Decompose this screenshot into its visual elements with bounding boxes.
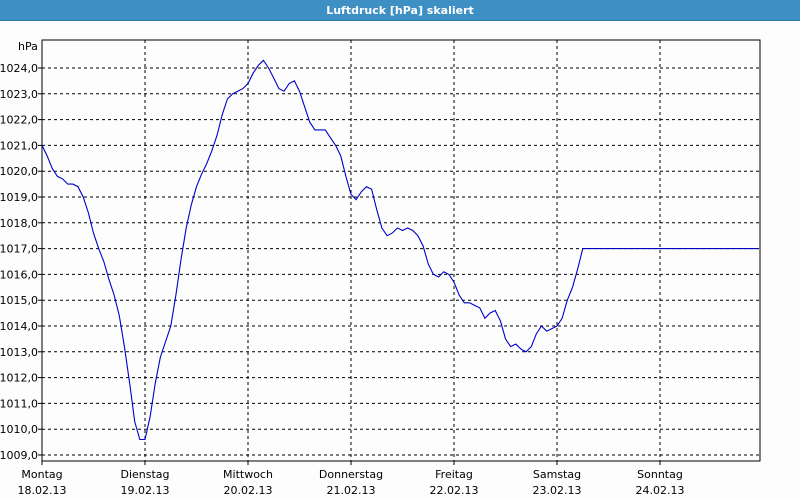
- x-tick-weekday: Samstag: [533, 468, 581, 481]
- y-tick-label: 1020,0: [0, 165, 38, 178]
- y-tick-label: 1022,0: [0, 114, 38, 127]
- x-tick-weekday: Freitag: [435, 468, 473, 481]
- y-tick-labels: 1009,0 1010,0 1011,0 1012,0 1013,0 1014,0 1015…: [0, 62, 38, 462]
- pressure-chart: 1009,0 1010,0 1011,0 1012,0 1013,0 1014,0 1015…: [0, 39, 761, 497]
- y-tick-label: 1021,0: [0, 139, 38, 152]
- y-tick-label: 1019,0: [0, 191, 38, 204]
- x-tick-date: 18.02.13: [18, 484, 67, 497]
- x-tick-weekday: Mittwoch: [223, 468, 273, 481]
- plot-frame: [41, 39, 761, 462]
- y-tick-label: 1018,0: [0, 217, 38, 230]
- x-tick-labels: Montag 18.02.13 Dienstag 19.02.13 Mittwoch 20…: [18, 468, 685, 497]
- y-tick-label: 1024,0: [0, 62, 38, 75]
- x-tick-weekday: Sonntag: [637, 468, 683, 481]
- x-tick-weekday: Dienstag: [120, 468, 169, 481]
- series-line: [41, 59, 758, 441]
- y-tick-label: 1014,0: [0, 320, 38, 333]
- y-tick-label: 1013,0: [0, 346, 38, 359]
- y-tick-label: 1017,0: [0, 243, 38, 256]
- axes: [38, 39, 761, 465]
- y-tick-label: 1012,0: [0, 372, 38, 385]
- y-tick-label: 1023,0: [0, 88, 38, 101]
- x-tick-weekday: Donnerstag: [319, 468, 383, 481]
- y-axis-unit-label: hPa: [18, 40, 38, 53]
- chart-title: Luftdruck [hPa] skaliert: [0, 0, 800, 21]
- grid: [42, 40, 760, 461]
- x-tick-date: 20.02.13: [224, 484, 273, 497]
- y-tick-label: 1016,0: [0, 268, 38, 281]
- x-tick-date: 19.02.13: [121, 484, 170, 497]
- chart-area: 1009,0 1010,0 1011,0 1012,0 1013,0 1014,0 1015…: [0, 21, 800, 500]
- x-tick-date: 24.02.13: [636, 484, 685, 497]
- series: [41, 59, 758, 441]
- y-tick-label: 1010,0: [0, 423, 38, 436]
- y-tick-label: 1015,0: [0, 294, 38, 307]
- y-tick-label: 1011,0: [0, 397, 38, 410]
- y-tick-label: 1009,0: [0, 449, 38, 462]
- x-tick-date: 21.02.13: [327, 484, 376, 497]
- x-tick-weekday: Montag: [21, 468, 62, 481]
- x-tick-date: 23.02.13: [533, 484, 582, 497]
- x-tick-date: 22.02.13: [430, 484, 479, 497]
